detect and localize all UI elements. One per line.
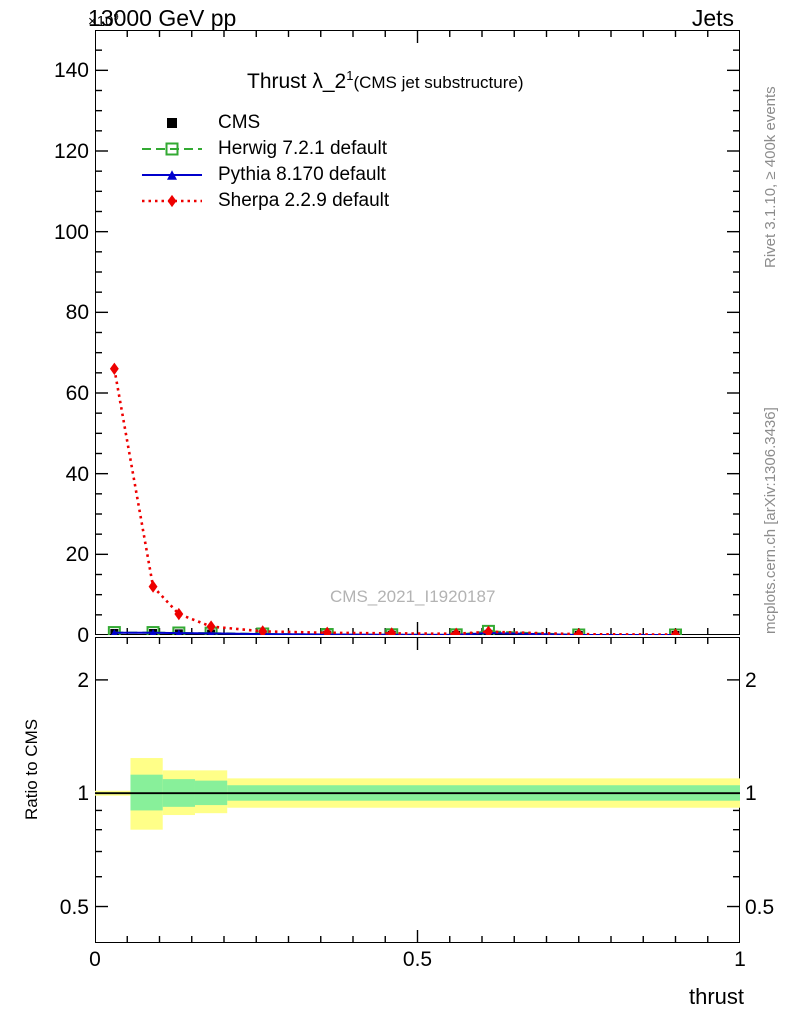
ratio-tick-label: 1 <box>745 782 757 806</box>
ratio-axis-label: Ratio to CMS <box>22 718 41 820</box>
x-tick-label: 1 <box>734 948 746 971</box>
ratio-tick-label: 1 <box>77 782 89 806</box>
legend-marker <box>167 170 177 180</box>
legend-label: Sherpa 2.2.9 default <box>218 190 390 211</box>
y-scale-factor: ×109 <box>88 12 119 30</box>
y-tick-label: 100 <box>53 220 89 244</box>
y-tick-label: 20 <box>65 543 89 567</box>
marker-square-filled <box>167 118 177 128</box>
legend-label: CMS <box>218 112 261 133</box>
plot-title: Thrust λ_21(CMS jet substructure) <box>247 68 524 93</box>
x-tick-label: 0.5 <box>402 948 433 971</box>
rivet-version-note: Rivet 3.1.10, ≥ 400k events <box>762 86 779 268</box>
main-y-tick-labels: 0 20 40 60 80 100 120 140 <box>25 30 89 647</box>
y-tick-label: 120 <box>53 140 89 163</box>
legend-sample-diamond-filled <box>140 188 204 214</box>
y-tick-label: 0 <box>77 624 89 647</box>
marker-triangle-filled <box>167 170 177 180</box>
legend-sample-square-filled <box>140 110 204 136</box>
ratio-tick-label: 0.5 <box>59 895 89 919</box>
ratio-plot-frame <box>95 637 740 943</box>
ratio-y-tick-labels-left: 0.5 1 2 <box>25 637 89 943</box>
legend-label: Pythia 8.170 default <box>218 164 386 185</box>
y-tick-label: 60 <box>65 382 89 405</box>
x-tick-label: 0 <box>89 948 101 971</box>
legend-marker <box>167 118 177 128</box>
legend-marker <box>167 194 177 208</box>
legend-label: Herwig 7.2.1 default <box>218 138 387 159</box>
legend-sample-triangle-filled <box>140 162 204 188</box>
ratio-tick-label: 0.5 <box>745 895 775 919</box>
x-axis-title: thrust <box>688 984 744 1009</box>
mcplots-source-note: mcplots.cern.ch [arXiv:1306.3436] <box>762 407 779 634</box>
ratio-y-tick-labels-right: 0.5 1 2 <box>745 637 786 943</box>
beam-energy-label: 13000 GeV pp <box>88 5 237 31</box>
y-tick-label: 40 <box>65 462 89 486</box>
legend-sample-square-open <box>140 136 204 162</box>
y-tick-label: 140 <box>53 59 89 83</box>
ratio-tick-label: 2 <box>77 668 89 692</box>
analysis-id-watermark: CMS_2021_I1920187 <box>330 587 496 606</box>
marker-diamond-filled <box>167 194 177 208</box>
legend-marker <box>165 142 179 156</box>
marker-square-open <box>165 142 179 156</box>
ratio-tick-label: 2 <box>745 668 757 692</box>
y-tick-label: 80 <box>65 301 89 325</box>
analysis-category-label: Jets <box>691 5 734 31</box>
x-axis-tick-labels: 0 0.5 1 <box>89 948 746 974</box>
